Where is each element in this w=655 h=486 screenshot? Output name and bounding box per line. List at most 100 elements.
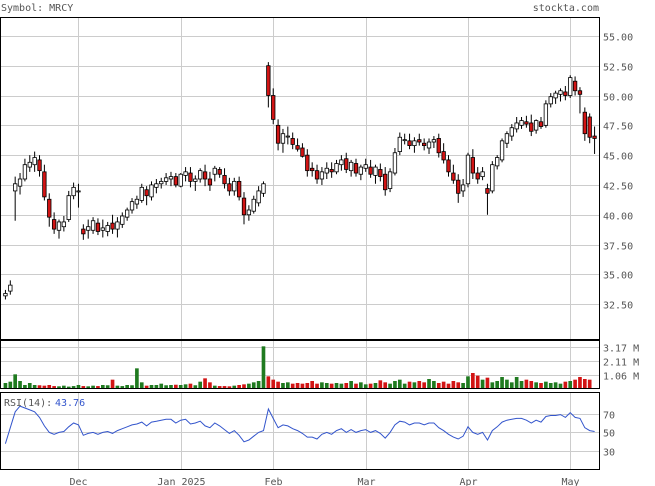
candle [524,115,529,128]
volume-bar [359,382,363,389]
candle [271,88,276,125]
candle-body [139,186,144,201]
candle-body [465,154,471,185]
volume-bar [553,382,558,389]
candle-body [129,201,135,211]
candle [159,177,164,189]
price-tick-label: 32.50 [603,301,633,312]
candle [470,149,475,179]
candle [509,124,514,141]
volume-bar [310,381,314,389]
price-tick-label: 40.00 [603,212,633,223]
candle [261,181,266,197]
volume-bar [529,381,534,389]
volume-bar [446,383,451,389]
candle-body [241,197,247,216]
candle-body [227,183,232,192]
volume-bar [144,385,149,389]
price-tick-label: 50.00 [603,93,633,104]
candle-body [383,173,388,191]
candle-body [495,157,500,167]
volume-bar [212,385,217,389]
candle-body [485,188,490,194]
volume-bar [329,383,334,389]
candle-body [134,198,140,205]
price-tick-label: 37.50 [603,242,633,253]
candle-body [120,215,125,225]
candle [266,62,271,108]
candle-body [529,122,534,132]
candle-body [100,227,105,231]
volume-bar [524,379,529,389]
candle [183,167,188,182]
candle [314,164,320,184]
volume-bar [135,368,139,389]
volume-bar [130,385,134,389]
volume-bar [514,377,519,389]
candle-body [368,166,373,175]
volume-bar [115,385,120,389]
volume-bar [451,381,456,389]
volume-bar [149,385,154,389]
candle-body [51,219,57,230]
volume-bar [183,384,188,389]
candle-body [490,164,495,192]
candle-body [456,179,461,194]
volume-bar [436,383,441,389]
volume-bar [558,383,563,389]
volume-bar [208,382,212,389]
candle [363,158,368,172]
candle-body [329,169,334,173]
candle-body [275,124,281,144]
candle [125,207,130,221]
volume-bar [193,385,198,389]
volume-bar [276,381,280,389]
candle [548,93,553,108]
volume-bar [42,385,47,389]
candle-body [222,175,227,185]
candle-body [198,170,203,180]
candle-body [168,176,174,180]
candle [305,149,310,177]
month-label: Mar [357,477,375,486]
candle-body [125,209,130,218]
volume-bar [222,386,227,389]
candle [27,155,32,172]
volume-bar [174,384,178,389]
volume-bar [110,379,115,389]
candle [3,289,8,300]
volume-bar [485,377,490,389]
candle [56,219,62,239]
volume-bar [120,386,125,389]
candle-body [460,184,466,192]
volume-bar [86,386,91,389]
volume-bar [23,385,27,389]
candle [456,174,461,203]
rsi-line [4,405,595,444]
volume-tick-label: 1.06 M [603,372,639,383]
volume-bar [203,378,207,389]
price-tick-label: 47.50 [603,122,633,133]
candle [81,224,86,240]
volume-bar [480,379,485,389]
candle [222,168,227,189]
candle [572,76,578,96]
volume-bar [290,383,295,389]
candle [76,183,81,208]
volume-bar [578,377,582,389]
volume-bar [96,386,100,389]
candle-body [13,183,18,192]
candle [407,133,412,150]
volume-bar [320,382,324,389]
candle [280,128,286,153]
candle [383,167,388,196]
candle [334,159,339,175]
candle-body [27,161,32,168]
candle-body [285,135,290,138]
candle-body [66,195,71,220]
candle-body [314,170,320,180]
candle-body [183,171,188,176]
candle-body [353,163,359,174]
volume-bar [393,381,397,389]
candle-body [232,180,237,192]
